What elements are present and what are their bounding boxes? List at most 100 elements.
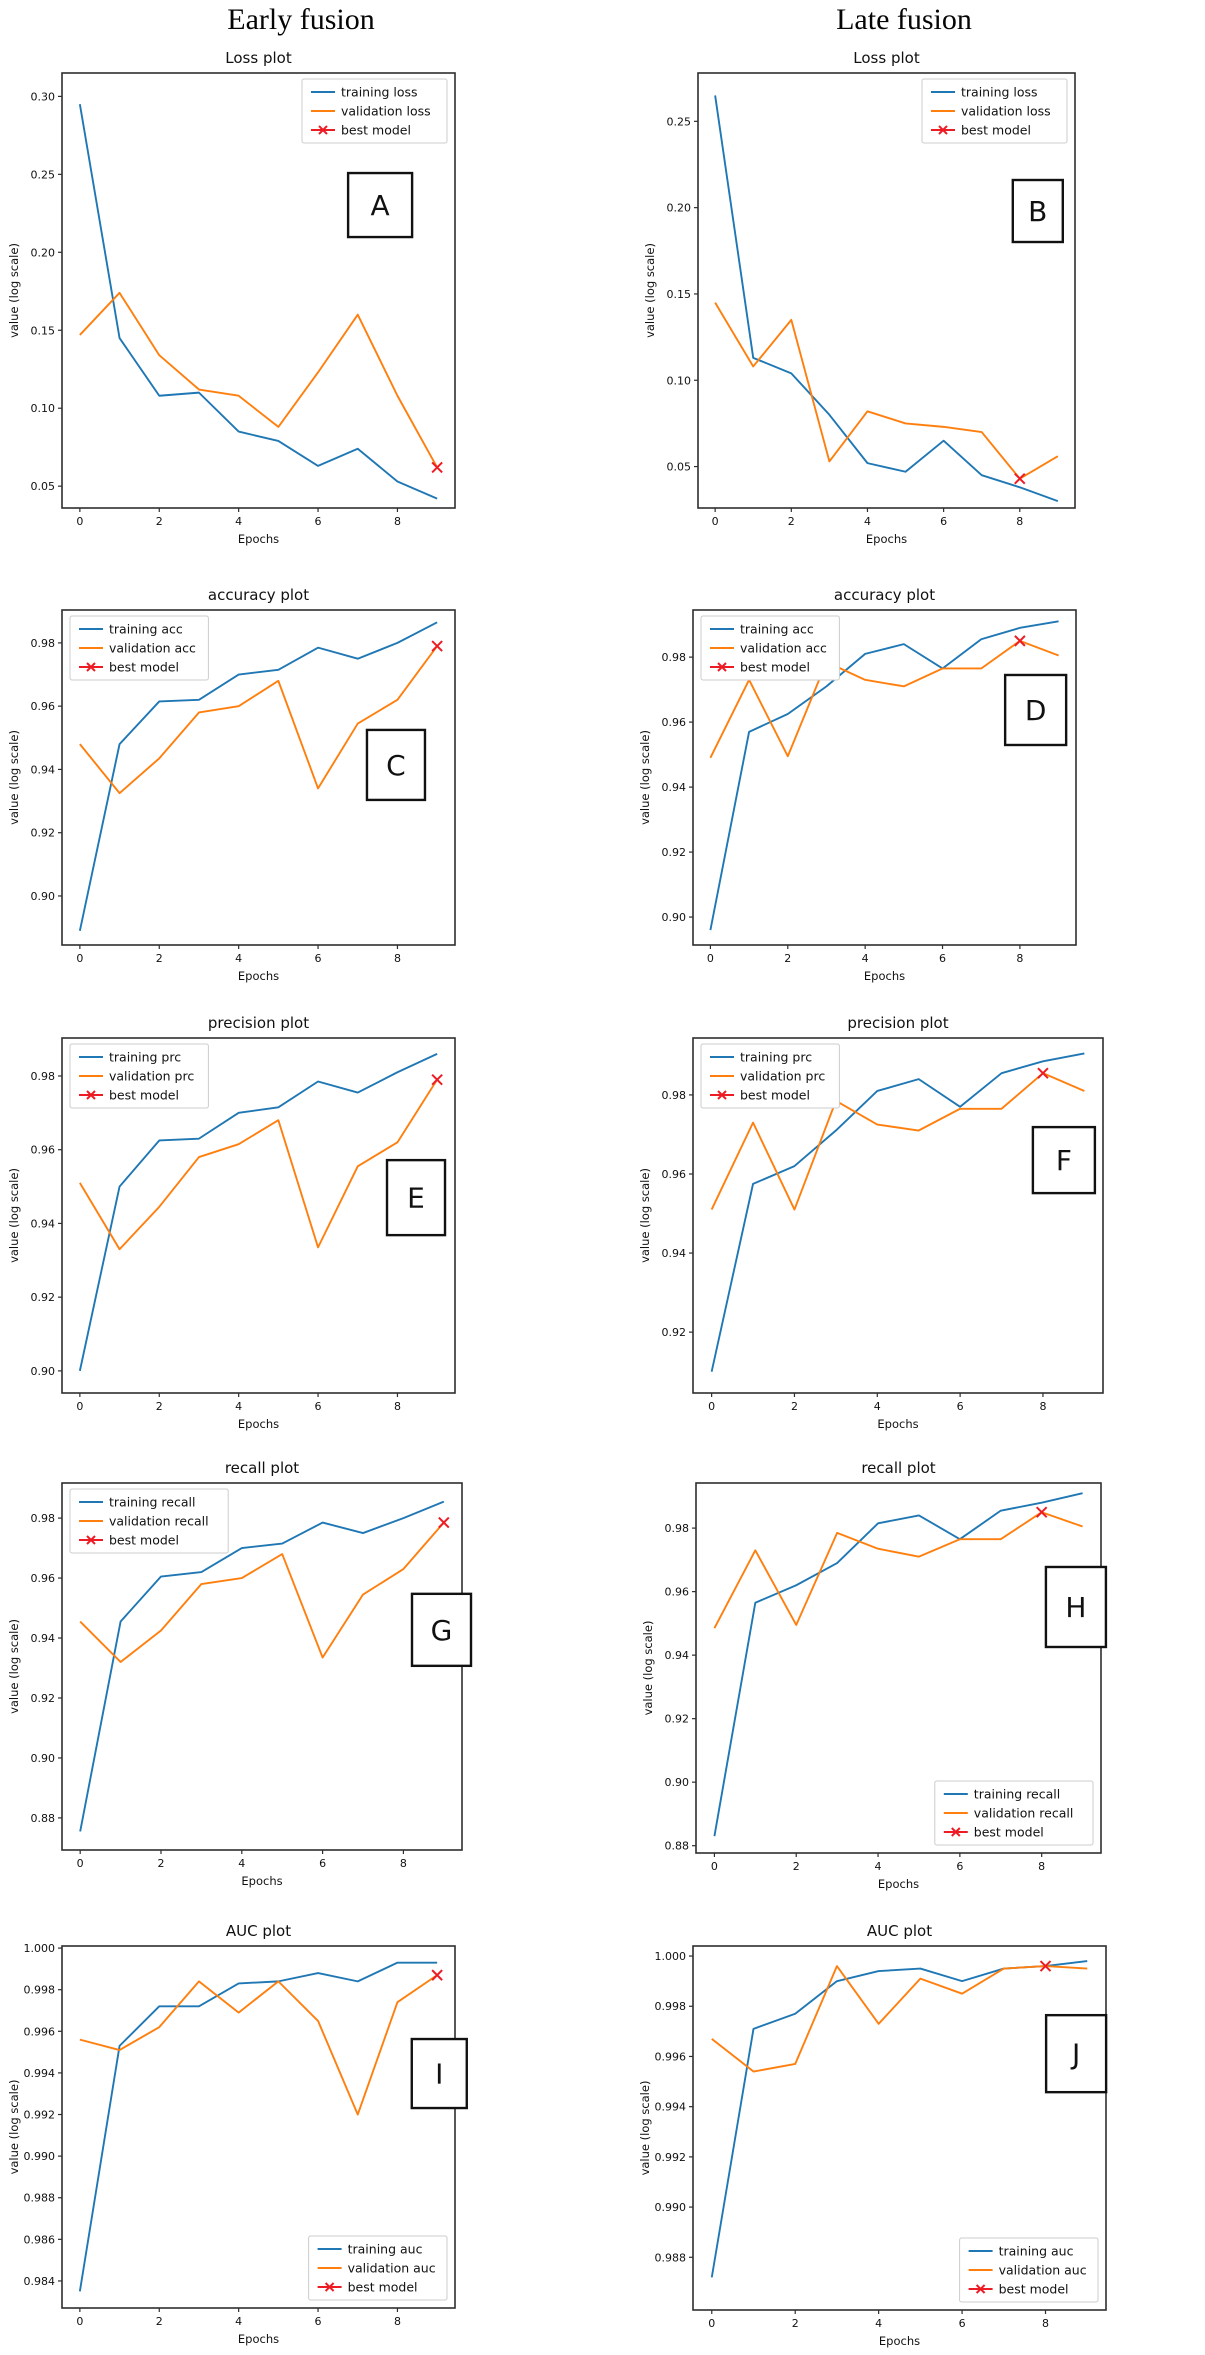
best-model-marker [431,1073,443,1086]
y-tick-label: 1.000 [655,1950,687,1963]
y-ticks: 0.98 0.96 0.94 0.92 [662,1089,693,1339]
y-tick-label: 0.990 [655,2201,687,2214]
legend-label-training-recall: training recall [974,1787,1060,1802]
legend-best-model-x [324,2282,335,2292]
chart-svg-h: recall plot 0.98 0.96 0.94 0.92 0.90 0.88 0 2 4 6 8… [641,1459,1108,1891]
panel-letter: G [431,1614,453,1647]
legend-label-validation-prc: validation prc [740,1069,825,1084]
x-axis-label: Epochs [879,2334,920,2348]
y-tick-label: 0.96 [31,700,56,713]
axes-frame [697,72,1076,509]
y-tick-label: 0.992 [24,2109,56,2122]
best-model-marker [1035,1506,1048,1518]
x-tick-label: 4 [862,952,869,965]
x-tick-label: 0 [708,1400,715,1413]
x-tick-label: 8 [1039,1400,1046,1413]
y-tick-label: 0.05 [31,480,56,493]
x-tick-label: 6 [959,2317,966,2330]
y-tick-label: 0.96 [662,1168,687,1181]
x-axis-label: Epochs [238,2332,279,2346]
x-tick-label: 4 [874,1400,881,1413]
best-model-marker [431,640,443,652]
chart-title: Loss plot [225,49,292,67]
legend: training acc validation acc best model [700,615,840,681]
y-tick-label: 0.986 [24,2233,56,2246]
chart-svg-j: AUC plot 1.000 0.998 0.996 0.994 0.992 0.990 0.… [638,1922,1108,2348]
y-ticks: 1.000 0.998 0.996 0.994 0.992 0.990 0.988 0.986… [24,1942,62,2288]
y-tick-label: 0.20 [31,246,56,259]
y-tick-label: 0.94 [662,781,687,794]
chart-title: AUC plot [867,1922,932,1940]
legend-label-training-auc: training auc [348,2242,423,2257]
legend: training prc validation prc best model [69,1043,209,1109]
y-tick-label: 0.10 [667,374,692,387]
y-tick-label: 0.25 [667,115,692,128]
x-tick-label: 8 [1016,515,1023,528]
x-tick-label: 2 [791,1400,798,1413]
legend: training prc validation prc best model [700,1043,840,1109]
plot-panel-g-recall-early: recall plot 0.98 0.96 0.94 0.92 0.90 0.88 0 2 4 6 8… [0,1451,602,1898]
panel-label-box [1044,2013,1108,2094]
plot-panel-i-auc-early: AUC plot 1.000 0.998 0.996 0.994 0.992 0.990 0.… [0,1914,602,2355]
legend-label-validation-loss: validation loss [961,104,1051,119]
y-tick-label: 0.994 [655,2101,687,2114]
y-ticks: 0.30 0.25 0.20 0.15 0.10 0.05 [31,90,62,493]
y-tick-label: 0.992 [655,2151,687,2164]
legend-label-training-acc: training acc [109,622,183,637]
x-ticks: 0 2 4 6 8 [712,508,1023,528]
y-tick-label: 0.94 [665,1649,690,1662]
x-tick-label: 0 [76,515,83,528]
axes-frame [695,1482,1102,1854]
x-tick-label: 6 [957,1400,964,1413]
legend-label-training-recall: training recall [109,1495,195,1510]
chart-title: accuracy plot [208,586,309,604]
y-tick-label: 0.988 [24,2192,56,2205]
x-axis-label: Epochs [864,969,905,983]
x-tick-label: 2 [156,1400,163,1413]
plot-panel-j-auc-late: AUC plot 1.000 0.998 0.996 0.994 0.992 0.990 0.… [603,1914,1204,2355]
panel-letter: J [1070,2038,1080,2071]
legend-label-best-model: best model [109,1088,179,1103]
chart-svg-e: precision plot 0.98 0.96 0.94 0.92 0.90 0 2 4 6 8 E… [7,1014,456,1431]
panel-letter: A [371,189,390,222]
x-tick-label: 8 [394,1400,401,1413]
legend-box [921,78,1068,144]
x-tick-label: 6 [315,952,322,965]
y-tick-label: 0.98 [662,1089,687,1102]
legend-label-training-auc: training auc [999,2244,1074,2259]
panel-letter: B [1028,195,1047,228]
x-tick-label: 2 [793,1860,800,1873]
panel-letter: H [1065,1591,1086,1624]
x-axis-label: Epochs [877,1417,918,1431]
legend-box [69,615,209,681]
y-tick-label: 0.96 [665,1586,690,1599]
y-tick-label: 0.92 [662,1326,687,1339]
y-axis-label: value (log scale) [638,1168,652,1263]
y-axis-label: value (log scale) [641,1621,655,1716]
y-tick-label: 0.92 [665,1713,690,1726]
chart-title: AUC plot [226,1922,291,1940]
panel-label-box [365,728,427,802]
axes-frame [692,1037,1104,1394]
training-recall-line [79,1500,445,1832]
validation-recall-line [79,1521,445,1663]
y-ticks: 0.98 0.96 0.94 0.92 0.90 [31,637,62,903]
chart-svg-g: recall plot 0.98 0.96 0.94 0.92 0.90 0.88 0 2 4 6 8… [7,1459,473,1888]
y-ticks: 0.98 0.96 0.94 0.92 0.90 0.88 [31,1512,62,1825]
legend-label-best-model: best model [341,123,411,138]
legend: training loss validation loss best model [921,78,1068,144]
validation-prc-line [710,1072,1085,1211]
x-tick-label: 4 [875,1860,882,1873]
chart-title: precision plot [208,1014,309,1032]
axes-frame [692,609,1077,946]
y-ticks: 0.25 0.20 0.15 0.10 0.05 [667,115,698,474]
x-tick-label: 6 [956,1860,963,1873]
legend: training auc validation auc best model [959,2237,1099,2303]
y-axis-label: value (log scale) [7,730,21,825]
y-axis-label: value (log scale) [7,1619,21,1714]
panel-letter: D [1025,694,1047,727]
legend-label-validation-loss: validation loss [341,104,431,119]
y-tick-label: 0.90 [31,890,56,903]
training-loss-line [714,95,1059,502]
axes-frame [692,1945,1107,2311]
